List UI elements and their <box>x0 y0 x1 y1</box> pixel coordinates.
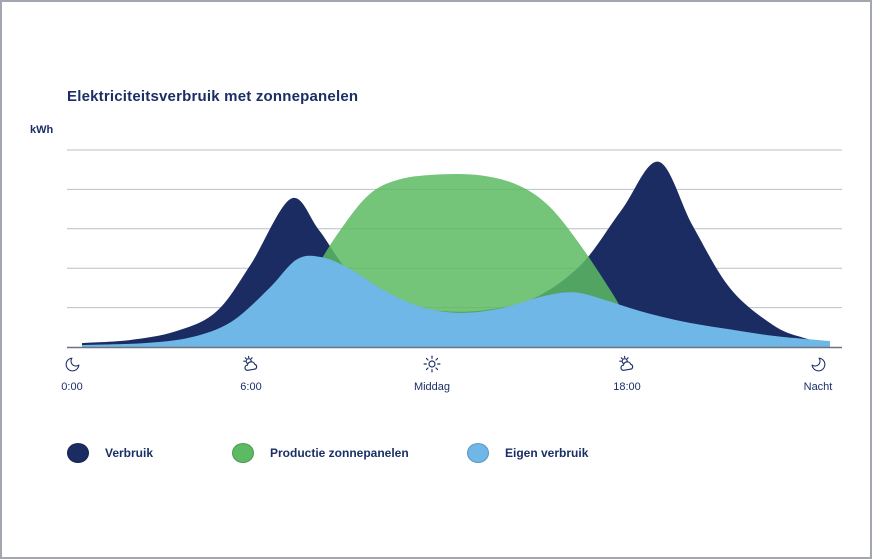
x-tick-label: 0:00 <box>61 381 83 393</box>
x-tick-0000: 0:00 <box>27 354 117 393</box>
legend-swatch-productie <box>232 443 254 463</box>
x-tick-label: Middag <box>413 381 451 393</box>
legend-swatch-eigen-verbruik <box>467 443 489 463</box>
sun-cloud-icon <box>617 354 637 374</box>
legend: Verbruik Productie zonnepanelen Eigen ve… <box>2 443 870 467</box>
series-area-productie-zonnepanelen <box>219 173 668 347</box>
legend-item-productie: Productie zonnepanelen <box>232 443 409 463</box>
series-area-verbruik <box>82 161 830 347</box>
x-tick-0600: 6:00 <box>206 354 296 393</box>
sun-icon <box>422 354 442 374</box>
legend-label-verbruik: Verbruik <box>105 446 154 460</box>
x-tick-middag: Middag <box>387 354 477 393</box>
chart-title: Elektriciteitsverbruik met zonnepanelen <box>67 88 359 105</box>
legend-swatch-verbruik <box>67 443 89 463</box>
sun-cloud-icon <box>241 354 261 374</box>
legend-item-eigen-verbruik: Eigen verbruik <box>467 443 588 463</box>
y-axis-unit-label: kWh <box>30 124 54 136</box>
moon-icon <box>64 354 81 374</box>
x-tick-label: 6:00 <box>240 381 262 393</box>
legend-item-verbruik: Verbruik <box>67 443 153 463</box>
legend-label-productie: Productie zonnepanelen <box>270 446 409 460</box>
x-tick-nacht: Nacht <box>773 354 863 393</box>
legend-label-eigen-verbruik: Eigen verbruik <box>505 446 589 460</box>
moon-icon <box>810 354 827 374</box>
x-tick-1800: 18:00 <box>582 354 672 393</box>
x-tick-label: Nacht <box>803 381 833 393</box>
x-tick-label: 18:00 <box>613 381 641 393</box>
series-area-eigen-verbruik <box>82 255 830 347</box>
